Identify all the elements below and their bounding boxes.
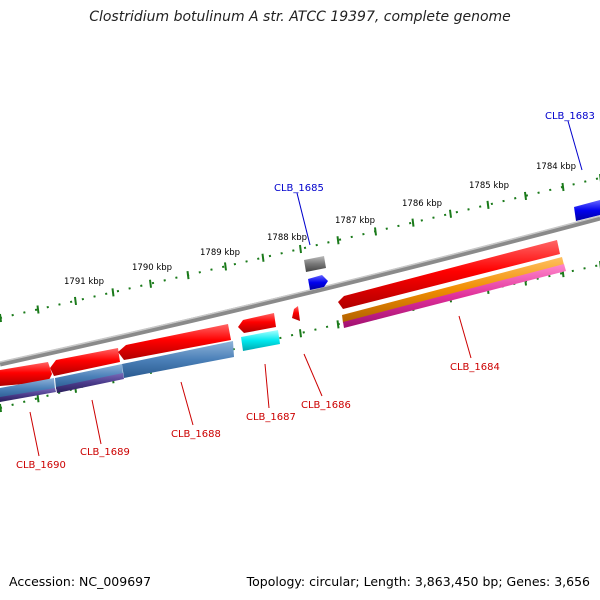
gene-feature-clb1690-purple[interactable] bbox=[0, 388, 56, 402]
gene-feature-clb1690-steel[interactable] bbox=[0, 378, 55, 399]
kbp-label-1786: 1786 kbp bbox=[402, 199, 442, 209]
major-tick bbox=[0, 313, 2, 323]
gene-feature-clb1687-cyan[interactable] bbox=[241, 330, 280, 351]
kbp-label-1788: 1788 kbp bbox=[267, 233, 307, 243]
major-tick bbox=[524, 191, 527, 201]
outer-tick-ring bbox=[0, 177, 600, 319]
major-tick bbox=[36, 394, 40, 403]
gene-label-clb1688[interactable]: CLB_1688 bbox=[171, 429, 221, 440]
gene-feature-clb1685-grey[interactable] bbox=[304, 256, 326, 272]
major-tick bbox=[149, 279, 152, 288]
major-tick bbox=[36, 305, 40, 314]
kbp-label-1784: 1784 kbp bbox=[536, 162, 576, 172]
major-tick bbox=[261, 253, 265, 262]
major-tick bbox=[224, 262, 227, 271]
forward-features bbox=[304, 200, 600, 290]
major-tick bbox=[486, 200, 490, 209]
gene-label-clb1683[interactable]: CLB_1683 bbox=[545, 111, 595, 122]
major-tick bbox=[336, 320, 340, 329]
gene-label-clb1684[interactable]: CLB_1684 bbox=[450, 362, 500, 373]
kbp-label-1790: 1790 kbp bbox=[132, 263, 172, 273]
gene-feature-clb1688-steel[interactable] bbox=[122, 341, 234, 378]
gene-feature-clb1690[interactable] bbox=[0, 362, 52, 386]
kbp-label-1789: 1789 kbp bbox=[200, 248, 240, 258]
gene-label-clb1690[interactable]: CLB_1690 bbox=[16, 460, 66, 471]
major-tick bbox=[449, 209, 452, 218]
major-tick bbox=[186, 270, 190, 280]
gene-label-clb1689[interactable]: CLB_1689 bbox=[80, 447, 130, 458]
major-tick bbox=[336, 236, 340, 245]
major-tick bbox=[561, 182, 565, 192]
gene-feature-clb1689-purple[interactable] bbox=[56, 373, 124, 393]
major-tick bbox=[299, 244, 302, 254]
gene-label-clb1687[interactable]: CLB_1687 bbox=[246, 412, 296, 423]
kbp-labels: 1791 kbp 1790 kbp 1789 kbp 1788 kbp 1787… bbox=[64, 162, 576, 287]
gene-feature-clb1686[interactable] bbox=[292, 306, 300, 321]
gene-feature-clb1684-magenta[interactable] bbox=[343, 264, 566, 328]
major-tick bbox=[74, 296, 77, 306]
gene-label-clb1686[interactable]: CLB_1686 bbox=[301, 400, 351, 411]
gene-label-clb1685[interactable]: CLB_1685 bbox=[274, 183, 324, 194]
kbp-label-1787: 1787 kbp bbox=[335, 216, 375, 226]
gene-feature-clb1683[interactable] bbox=[574, 200, 600, 221]
reverse-cds-row bbox=[0, 240, 560, 386]
major-tick bbox=[299, 329, 302, 338]
map-title: Clostridium botulinum A str. ATCC 19397,… bbox=[89, 9, 511, 25]
gene-feature-clb1685-blue[interactable] bbox=[308, 275, 328, 290]
kbp-label-1785: 1785 kbp bbox=[469, 181, 509, 191]
kbp-label-1791: 1791 kbp bbox=[64, 277, 104, 287]
gene-feature-clb1684[interactable] bbox=[338, 240, 560, 309]
major-tick bbox=[411, 218, 415, 227]
major-tick bbox=[0, 403, 2, 413]
gene-feature-clb1687-red[interactable] bbox=[238, 313, 276, 333]
gene-feature-clb1684-orange[interactable] bbox=[342, 257, 564, 323]
gene-feature-clb1689-steel[interactable] bbox=[55, 364, 123, 389]
gene-feature-clb1689[interactable] bbox=[50, 348, 120, 376]
label-leaders bbox=[29, 120, 583, 457]
lower-feature-rows bbox=[0, 257, 566, 402]
genome-backbone bbox=[0, 215, 600, 367]
gene-name-labels: CLB_1683 CLB_1685 CLB_1684 CLB_1686 CLB_… bbox=[16, 111, 595, 471]
gene-feature-clb1688[interactable] bbox=[118, 324, 231, 360]
major-tick bbox=[374, 227, 377, 236]
accession-text: Accession: NC_009697 bbox=[9, 574, 152, 589]
genome-summary-text: Topology: circular; Length: 3,863,450 bp… bbox=[246, 574, 590, 589]
major-tick bbox=[111, 288, 115, 297]
